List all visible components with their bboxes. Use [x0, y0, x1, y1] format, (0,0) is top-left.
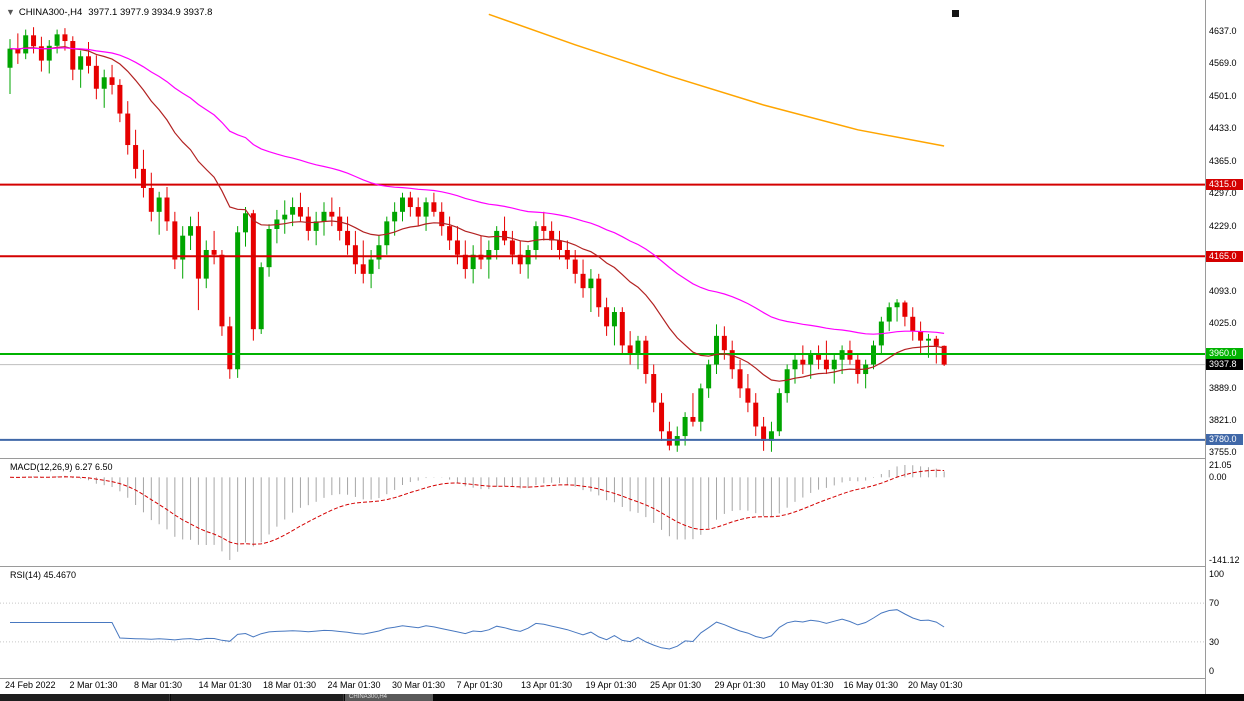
price-scale[interactable]: 4637.0 4569.0 4501.0 4433.0 4365.0 4297.0 4229… [1206, 0, 1244, 694]
one-click-trading-arrow-icon[interactable]: ▼ [6, 7, 15, 17]
price-tick-label: 4229.0 [1209, 220, 1237, 231]
rsi-scale-label: 70 [1209, 598, 1220, 609]
time-axis-label: 13 Apr 01:30 [521, 680, 573, 690]
price-tick-label: 4025.0 [1209, 317, 1237, 328]
price-tick-label: 4093.0 [1209, 285, 1237, 296]
pane-separator[interactable] [0, 458, 1244, 459]
price-tick-label: 4637.0 [1209, 26, 1237, 36]
time-axis-label: 19 Apr 01:30 [585, 680, 637, 690]
time-axis-label: 25 Apr 01:30 [650, 680, 702, 690]
candlestick-chart-canvas[interactable] [0, 0, 1205, 458]
level-price-badge: 3960.0 [1206, 348, 1243, 360]
price-tick-label: 3821.0 [1209, 415, 1237, 426]
chart-tab[interactable] [0, 694, 170, 701]
price-tick-label: 4569.0 [1209, 58, 1237, 69]
chart-tab[interactable] [171, 694, 344, 701]
time-axis-label: 30 Mar 01:30 [392, 680, 446, 690]
price-tick-label: 4501.0 [1209, 90, 1237, 101]
level-price-badge: 4165.0 [1206, 250, 1243, 262]
chart-object-marker [952, 10, 959, 17]
rsi-indicator-label: RSI(14) 45.4670 [10, 570, 77, 580]
time-axis-label: 7 Apr 01:30 [456, 680, 503, 690]
rsi-scale-label: 100 [1209, 569, 1225, 579]
bottom-tab-bar: CHINA300,H4 [0, 694, 1244, 701]
time-axis-label: 2 Mar 01:30 [69, 680, 118, 690]
level-price-badge: 4315.0 [1206, 179, 1243, 191]
price-tick-label: 3755.0 [1209, 446, 1237, 457]
active-chart-tab[interactable]: CHINA300,H4 [345, 694, 433, 701]
chart-title: ▼ CHINA300-,H4 3977.1 3977.9 3934.9 3937.8 [6, 7, 212, 18]
pane-separator[interactable] [0, 566, 1244, 567]
price-tick-label: 4297.0 [1209, 188, 1237, 199]
macd-scale-label: 21.05 [1209, 460, 1232, 470]
macd-scale-label: -141.12 [1209, 555, 1240, 565]
macd-indicator-label: MACD(12,26,9) 6.27 6.50 [10, 462, 113, 472]
price-tick-label: 3889.0 [1209, 382, 1237, 393]
macd-indicator-canvas[interactable] [0, 459, 1205, 566]
time-axis-label: 24 Mar 01:30 [327, 680, 381, 690]
chart-symbol-period: CHINA300-,H4 [18, 7, 83, 18]
rsi-scale-label: 30 [1209, 636, 1220, 647]
time-axis-label: 16 May 01:30 [843, 680, 899, 690]
time-axis-label: 29 Apr 01:30 [714, 680, 766, 690]
time-axis-label: 14 Mar 01:30 [198, 680, 252, 690]
time-axis-label: 24 Feb 2022 [5, 680, 56, 690]
chart-ohlc-values: 3977.1 3977.9 3934.9 3937.8 [88, 7, 213, 18]
price-scale-border [1205, 0, 1206, 694]
time-axis-label: 20 May 01:30 [908, 680, 963, 690]
macd-scale-label: 0.00 [1209, 472, 1227, 483]
price-tick-label: 4433.0 [1209, 123, 1237, 134]
time-axis-label: 18 Mar 01:30 [263, 680, 317, 690]
time-scale[interactable]: 24 Feb 2022 2 Mar 01:30 8 Mar 01:30 14 Mar … [0, 679, 1205, 694]
rsi-scale-label: 0 [1209, 666, 1215, 676]
price-tick-label: 4365.0 [1209, 155, 1237, 166]
level-price-badge: 3780.0 [1206, 434, 1243, 446]
time-axis-label: 10 May 01:30 [779, 680, 834, 690]
time-axis-label: 8 Mar 01:30 [134, 680, 183, 690]
current-price-badge: 3937.8 [1206, 359, 1243, 371]
pane-separator[interactable] [0, 678, 1244, 679]
rsi-indicator-canvas[interactable] [0, 567, 1205, 678]
